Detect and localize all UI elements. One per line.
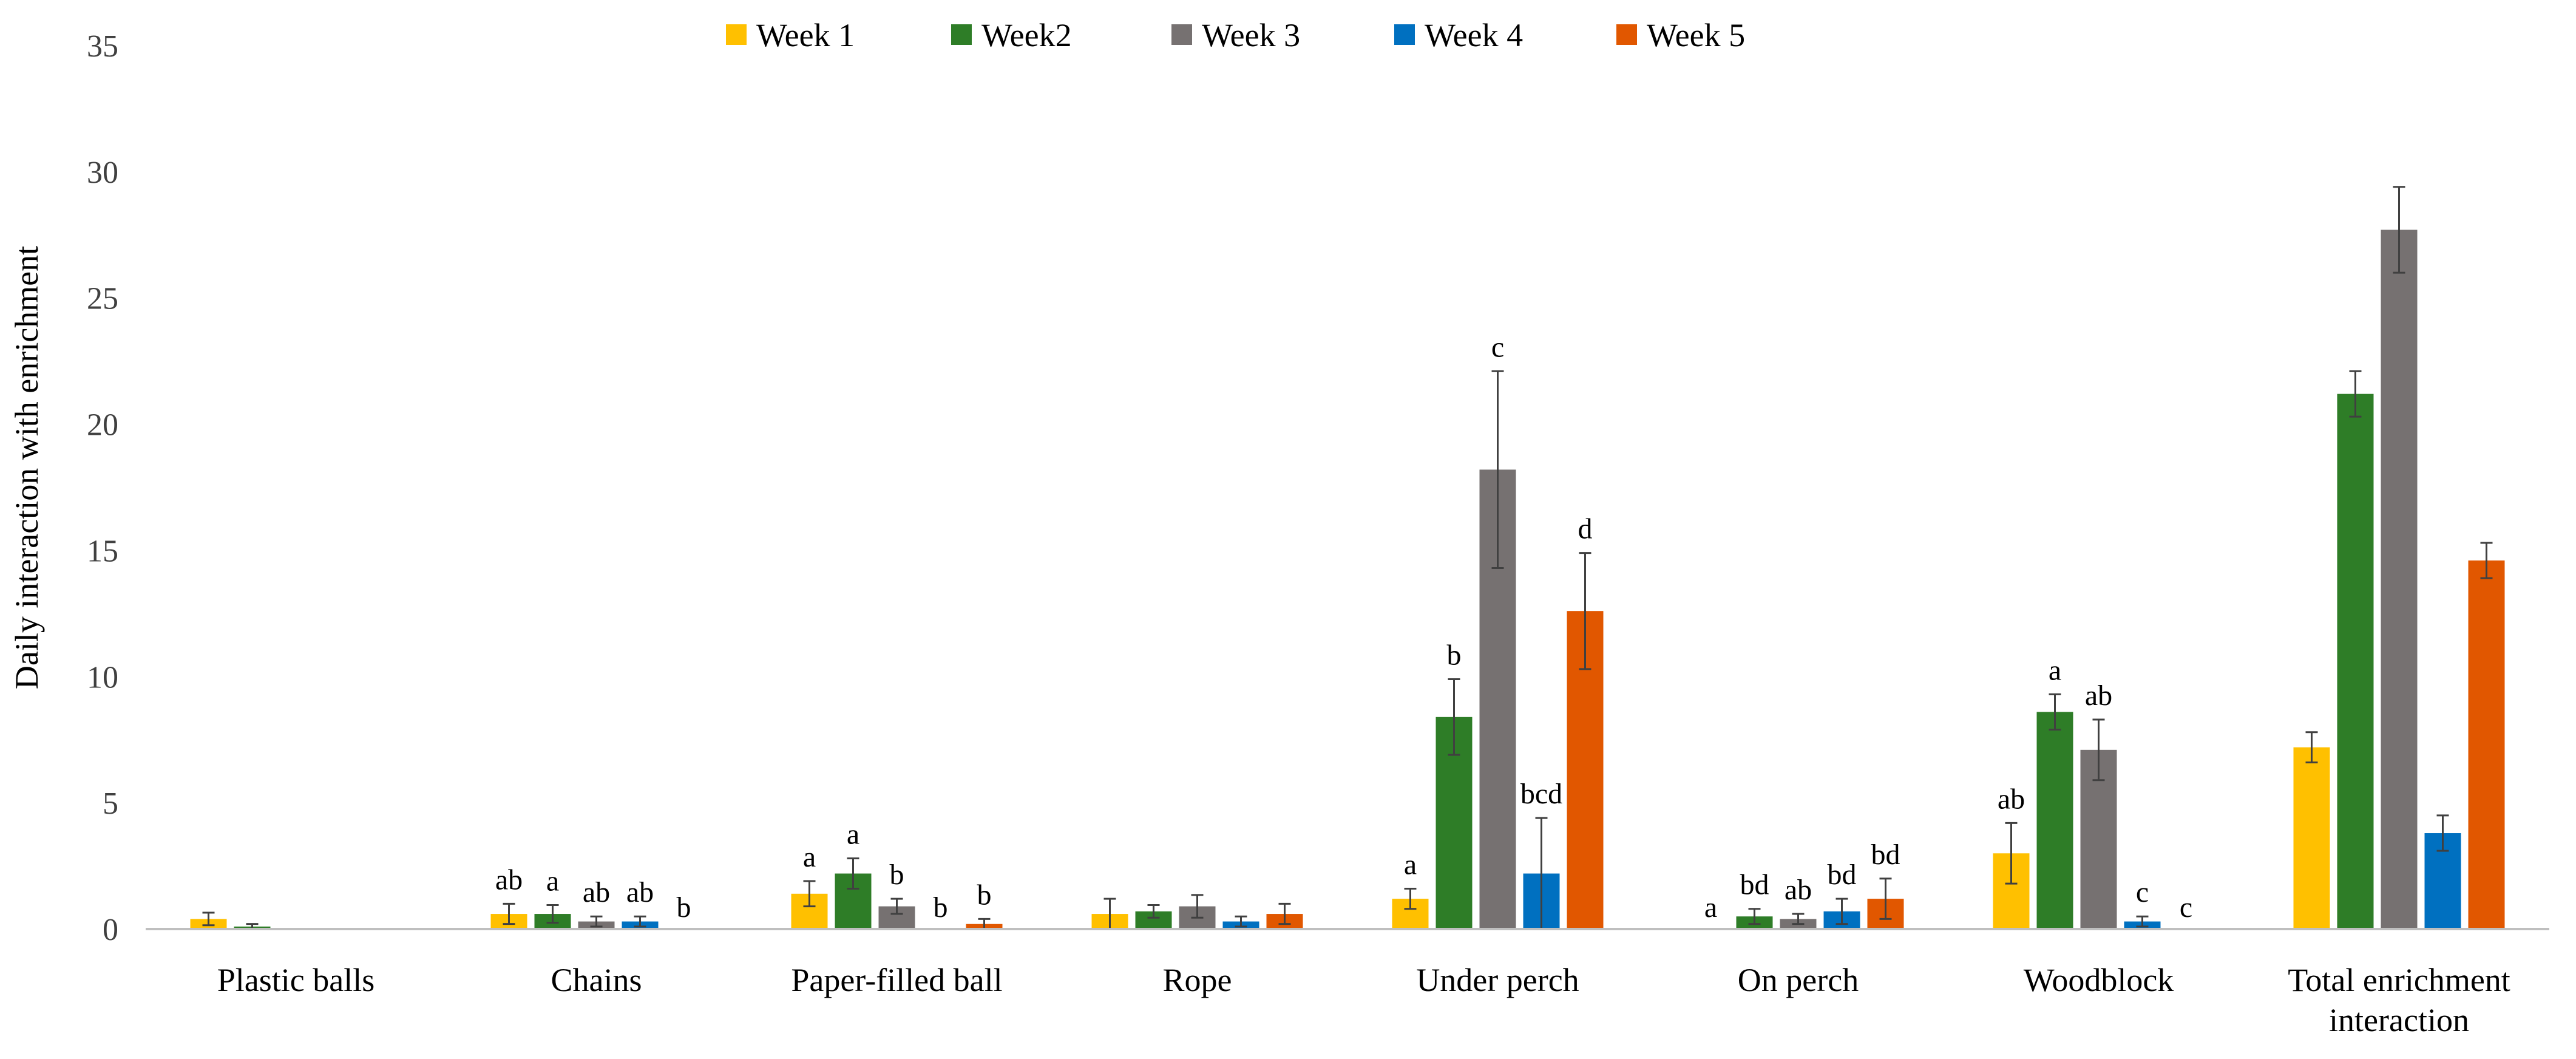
legend-label: Week 5 [1647, 17, 1745, 53]
y-tick-label: 0 [103, 913, 118, 947]
significance-letter: a [2049, 654, 2061, 686]
category-label: Chains [551, 962, 642, 998]
significance-letter: bd [1740, 869, 1769, 901]
significance-letter: a [847, 819, 859, 851]
legend-swatch [1394, 24, 1415, 45]
significance-letter: bd [1828, 859, 1857, 891]
y-tick-label: 20 [87, 408, 118, 443]
legend: Week 1 Week2 Week 3 Week 4 Week 5 [726, 17, 1745, 53]
legend-swatch [951, 24, 972, 45]
y-tick-label: 15 [87, 534, 118, 568]
significance-letter: a [1404, 848, 1417, 880]
category-label: Rope [1163, 962, 1232, 998]
significance-letter: ab [495, 863, 523, 896]
legend-swatch [1171, 24, 1192, 45]
significance-letter: ab [1998, 783, 2025, 815]
legend-swatch [726, 24, 747, 45]
bar-week2 [2036, 712, 2073, 929]
significance-letter: b [890, 859, 904, 891]
legend-label: Week 1 [756, 17, 855, 53]
category-label: Paper-filled ball [791, 962, 1002, 998]
significance-letter: c [2180, 891, 2192, 924]
legend-label: Week 3 [1202, 17, 1300, 53]
significance-letter: a [803, 841, 816, 873]
category-label: On perch [1738, 962, 1859, 998]
y-tick-label: 30 [87, 155, 118, 190]
category-label: Plastic balls [217, 962, 375, 998]
legend-label: Week2 [981, 17, 1072, 53]
y-tick-label: 25 [87, 282, 118, 316]
y-tick-label: 35 [87, 29, 118, 64]
bar-week-5 [2468, 560, 2505, 929]
legend-label: Week 4 [1425, 17, 1523, 53]
significance-letter: c [2136, 876, 2149, 908]
significance-letter: d [1578, 513, 1593, 545]
y-tick-label: 5 [103, 786, 118, 821]
error-bars [202, 186, 2493, 930]
bar-week2 [2337, 393, 2374, 929]
significance-letter: b [677, 891, 691, 924]
y-axis-label: Daily interaction with enrichment [8, 246, 45, 689]
significance-letter: bcd [1520, 778, 1562, 810]
significance-letter: bd [1871, 839, 1900, 871]
significance-letter: b [1447, 639, 1462, 671]
legend-swatch [1616, 24, 1637, 45]
bar-week-1 [2293, 747, 2330, 929]
significance-letter: ab [2085, 679, 2112, 712]
significance-letter: b [977, 879, 992, 911]
y-axis-ticks: 0 5 10 15 20 25 30 35 [87, 29, 118, 947]
significance-letter: ab [626, 876, 654, 908]
significance-letter: ab [1785, 874, 1812, 906]
bar-week-3 [2381, 230, 2418, 929]
bars [190, 230, 2505, 929]
category-label: Total enrichment interaction [2288, 962, 2510, 1038]
category-label: Woodblock [2024, 962, 2174, 998]
y-tick-label: 10 [87, 660, 118, 695]
significance-letter: ab [583, 876, 610, 908]
significance-letter: c [1491, 331, 1504, 363]
category-labels: Plastic balls Chains Paper-filled ball Rope… [217, 962, 2510, 1038]
significance-letter: a [1704, 891, 1717, 924]
significance-letter: a [546, 865, 559, 897]
category-label: Under perch [1416, 962, 1579, 998]
significance-letter: b [934, 891, 948, 924]
